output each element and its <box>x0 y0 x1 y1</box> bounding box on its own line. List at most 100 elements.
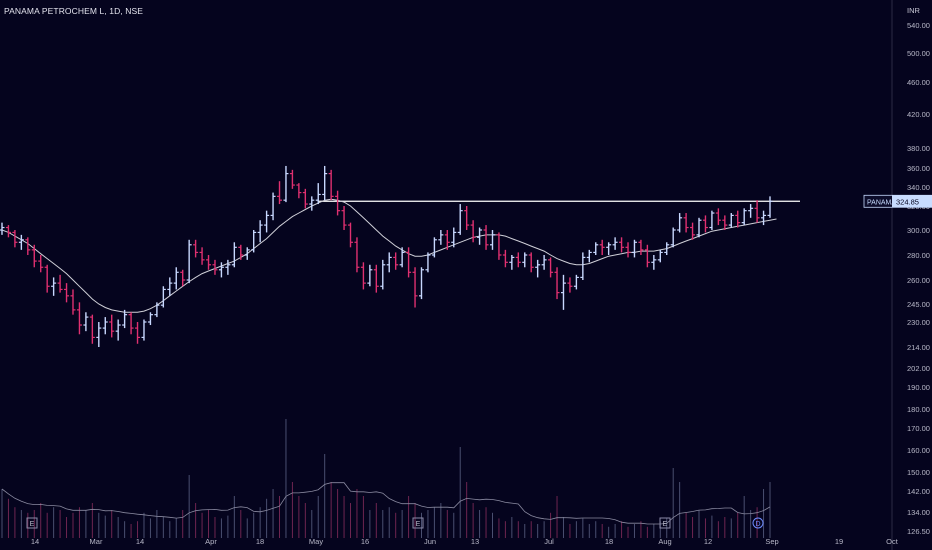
x-tick-label: 19 <box>835 537 843 546</box>
x-tick-label: 14 <box>136 537 144 546</box>
currency-label: INR <box>907 6 920 15</box>
ohlc-bar <box>283 165 289 203</box>
y-tick-label: 134.00 <box>907 508 930 517</box>
ohlc-bar <box>393 252 399 270</box>
ohlc-bar <box>761 210 767 226</box>
ohlc-bar <box>102 317 108 335</box>
ohlc-bar <box>554 267 560 300</box>
ohlc-bar <box>651 255 657 270</box>
ohlc-bar <box>619 237 625 253</box>
ohlc-bar <box>438 230 444 245</box>
ohlc-bar <box>109 314 115 338</box>
ohlc-bar <box>160 286 166 308</box>
ohlc-bar <box>573 274 579 290</box>
ohlc-bar <box>638 239 644 255</box>
ohlc-bar <box>18 234 24 250</box>
ohlc-bar <box>199 247 205 265</box>
ohlc-bar <box>567 277 573 293</box>
y-tick-label: 214.00 <box>907 343 930 352</box>
ohlc-bar <box>128 312 134 335</box>
ohlc-bar <box>335 190 341 216</box>
ohlc-bar <box>135 322 141 344</box>
ohlc-bar <box>31 244 37 268</box>
y-tick-label: 160.00 <box>907 446 930 455</box>
y-tick-label: 260.00 <box>907 276 930 285</box>
ohlc-bar <box>664 242 670 255</box>
ohlc-bar <box>328 169 334 201</box>
last-price-badge <box>892 195 932 208</box>
ohlc-bar <box>606 242 612 255</box>
ohlc-bar <box>96 322 102 347</box>
y-tick-label: 245.00 <box>907 300 930 309</box>
ohlc-bar <box>748 204 754 218</box>
ohlc-bar <box>399 247 405 268</box>
ohlc-bar <box>348 222 354 248</box>
ohlc-bar <box>238 244 244 260</box>
chart-title: PANAMA PETROCHEM L, 1D, NSE <box>4 6 144 16</box>
x-tick-label: Mar <box>90 537 103 546</box>
last-price-label: 324.85 <box>896 197 919 206</box>
ohlc-bar <box>502 249 508 268</box>
ohlc-bar <box>412 267 418 308</box>
ohlc-bar <box>302 188 308 209</box>
ohlc-bar <box>677 213 683 233</box>
ohlc-bar <box>535 259 541 278</box>
ohlc-bar <box>444 230 450 250</box>
ohlc-bar <box>735 210 741 228</box>
ohlc-bar <box>257 220 263 243</box>
dividend-marker <box>752 517 764 529</box>
ohlc-bar <box>657 249 663 263</box>
ohlc-bar <box>89 314 95 344</box>
x-tick-label: Jul <box>544 537 554 546</box>
ohlc-bar <box>212 259 218 275</box>
x-tick-label: Oct <box>886 537 899 546</box>
ohlc-bar <box>289 169 295 189</box>
ohlc-bar <box>264 210 270 233</box>
ohlc-bar <box>0 222 5 235</box>
y-tick-label: 202.00 <box>907 364 930 373</box>
ohlc-bar <box>767 196 773 218</box>
ohlc-bar <box>457 204 463 235</box>
y-tick-label: 460.00 <box>907 78 930 87</box>
y-tick-label: 170.00 <box>907 424 930 433</box>
event-marker-label: D <box>755 521 760 528</box>
y-tick-label: 180.00 <box>907 405 930 414</box>
ohlc-bar <box>173 267 179 290</box>
ohlc-bar <box>406 247 412 278</box>
earnings-marker <box>412 517 424 529</box>
ohlc-bar <box>425 252 431 273</box>
ohlc-bar <box>625 242 631 258</box>
ohlc-bar <box>715 208 721 226</box>
ohlc-bar <box>251 230 257 253</box>
ohlc-bar <box>147 312 153 326</box>
ohlc-bar <box>515 252 521 268</box>
ohlc-bar <box>270 192 276 221</box>
x-tick-label: Aug <box>658 537 671 546</box>
ohlc-bar <box>373 264 379 293</box>
ohlc-bar <box>367 264 373 287</box>
ohlc-bar <box>76 302 82 335</box>
ohlc-bar <box>360 262 366 290</box>
ohlc-bar <box>489 230 495 250</box>
y-tick-label: 360.00 <box>907 164 930 173</box>
ohlc-bar <box>690 222 696 240</box>
ohlc-bar <box>154 302 160 318</box>
ohlc-bar <box>25 237 31 255</box>
y-tick-label: 340.00 <box>907 183 930 192</box>
y-tick-label: 540.00 <box>907 21 930 30</box>
ohlc-bar <box>528 252 534 273</box>
ohlc-bar <box>315 183 321 205</box>
ohlc-bar <box>560 274 566 310</box>
ohlc-bar <box>683 213 689 233</box>
ohlc-bar <box>206 255 212 270</box>
ohlc-bar <box>186 239 192 284</box>
ohlc-bar <box>70 289 76 315</box>
ohlc-bar <box>51 277 57 296</box>
ohlc-bar <box>631 239 637 258</box>
ohlc-bar <box>12 230 18 248</box>
ohlc-bar <box>670 227 676 248</box>
y-tick-label: 500.00 <box>907 49 930 58</box>
ohlc-bar <box>167 277 173 296</box>
